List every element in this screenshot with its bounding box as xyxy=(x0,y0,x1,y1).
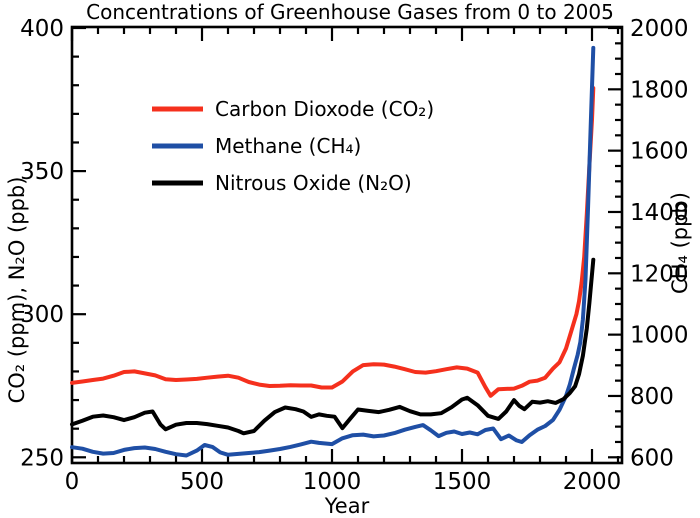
right-tick-label: 1600 xyxy=(630,139,689,165)
legend-label-ch4: Methane (CH₄) xyxy=(215,134,361,158)
right-tick-label: 800 xyxy=(630,384,674,410)
plot-border xyxy=(70,25,624,465)
legend-label-n2o: Nitrous Oxide (N₂O) xyxy=(215,171,412,195)
left-tick-label: 300 xyxy=(20,302,64,328)
legend: Carbon Dioxode (CO₂) Methane (CH₄) Nitro… xyxy=(152,97,434,195)
right-tick-label: 600 xyxy=(630,445,674,471)
x-tick-label: 2000 xyxy=(563,469,622,495)
data-series xyxy=(70,45,596,458)
ch4-line xyxy=(70,45,596,458)
x-tick-label: 1500 xyxy=(433,469,492,495)
right-tick-label: 1000 xyxy=(630,323,689,349)
right-y-axis-label: CH₄ (ppb) xyxy=(668,192,692,294)
left-tick-label: 350 xyxy=(20,159,64,185)
left-tick-label: 400 xyxy=(20,16,64,42)
x-tick-label: 0 xyxy=(65,469,80,495)
n2o-line xyxy=(70,257,596,436)
right-tick-label: 2000 xyxy=(630,16,689,42)
chart-title: Concentrations of Greenhouse Gases from … xyxy=(86,0,614,24)
co2-line xyxy=(70,86,596,398)
axes: 0 500 1000 1500 2000 250 300 350 400 600 800 1000 12… xyxy=(20,16,688,495)
x-tick-label: 1000 xyxy=(303,469,362,495)
right-tick-label: 1400 xyxy=(630,200,689,226)
x-axis-label: Year xyxy=(324,494,370,518)
legend-label-co2: Carbon Dioxode (CO₂) xyxy=(215,97,434,121)
left-y-axis-label: CO₂ (ppm), N₂O (ppb) xyxy=(5,177,29,404)
x-tick-label: 500 xyxy=(180,469,224,495)
right-tick-label: 1800 xyxy=(630,77,689,103)
left-tick-label: 250 xyxy=(20,445,64,471)
right-tick-label: 1200 xyxy=(630,261,689,287)
